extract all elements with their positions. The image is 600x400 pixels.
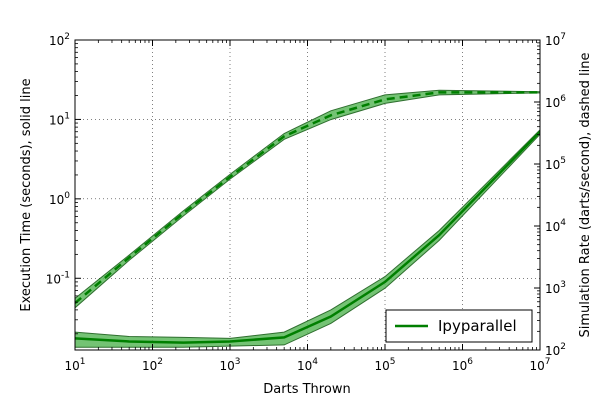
y-right-tick-label: 105 — [545, 156, 566, 172]
y-left-tick-label: 10-1 — [46, 270, 70, 286]
y-right-tick-label: 103 — [545, 280, 566, 296]
y-left-tick-label: 101 — [49, 111, 70, 127]
y-right-tick-label: 104 — [545, 218, 566, 234]
tick-labels: 101 102 103 104 105 106 107 10-1 100 101 102 102 103… — [46, 32, 567, 373]
y-left-tick-label: 102 — [49, 32, 70, 48]
y-right-tick-label: 102 — [545, 342, 566, 358]
x-tick-label: 102 — [142, 357, 163, 373]
x-tick-label: 103 — [219, 357, 240, 373]
rate-line-dashed — [75, 91, 540, 305]
rate-band — [75, 89, 540, 309]
time-line-solid — [75, 130, 540, 344]
series-lines — [75, 91, 540, 344]
x-tick-label: 101 — [64, 357, 85, 373]
x-tick-label: 104 — [297, 357, 318, 373]
legend: Ipyparallel — [385, 309, 533, 343]
time-band — [75, 129, 540, 348]
x-tick-label: 106 — [452, 357, 473, 373]
x-axis-label: Darts Thrown — [263, 382, 350, 397]
confidence-bands — [75, 89, 540, 348]
x-tick-label: 105 — [374, 357, 395, 373]
y-left-tick-label: 100 — [49, 191, 70, 207]
x-tick-label: 107 — [529, 357, 550, 373]
ticks — [74, 39, 541, 351]
y-right-tick-label: 106 — [545, 94, 566, 110]
y-axis-label-right: Simulation Rate (darts/second), dashed l… — [578, 53, 593, 338]
legend-label: Ipyparallel — [438, 317, 517, 335]
plot-background — [75, 40, 540, 350]
y-axis-label-left: Execution Time (seconds), solid line — [19, 78, 34, 311]
y-right-tick-label: 107 — [545, 32, 566, 48]
